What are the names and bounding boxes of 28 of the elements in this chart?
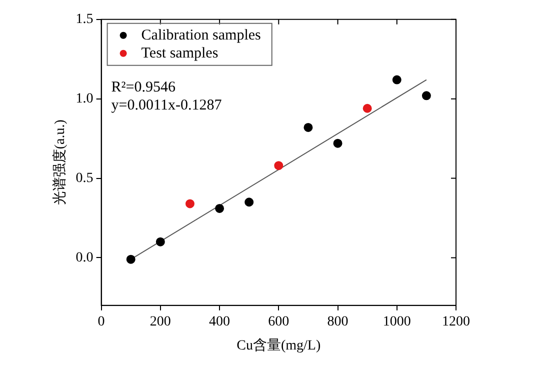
x-tick-label: 200 (150, 314, 171, 330)
annotation: y=0.0011x-0.1287 (111, 97, 222, 114)
y-tick-label: 0.5 (76, 170, 94, 186)
point (215, 204, 224, 213)
point (333, 138, 342, 148)
annotation: R²=0.9546 (111, 79, 176, 96)
point (126, 254, 136, 264)
point (304, 122, 313, 132)
point (244, 198, 254, 207)
y-axis-title: 光谱强度(a.u.) (52, 119, 68, 206)
x-tick-label: 600 (268, 314, 290, 330)
legend-label: Test samples (141, 45, 218, 62)
point (392, 75, 402, 84)
x-tick-label: 800 (327, 314, 348, 330)
y-tick-label: 1.5 (76, 12, 94, 28)
point (185, 199, 194, 208)
x-tick-label: 0 (98, 314, 105, 330)
y-tick-label: 0.0 (76, 250, 94, 266)
y-tick-label: 1.0 (76, 92, 94, 107)
point (422, 91, 431, 100)
legend-label: Calibration samples (141, 27, 262, 44)
point (156, 237, 165, 246)
x-tick-label: 400 (209, 314, 230, 330)
x-tick-label: 1200 (442, 314, 470, 330)
point (274, 161, 284, 170)
point (362, 104, 372, 113)
x-axis-title: Cu含量(mg/L) (236, 337, 321, 354)
x-tick-label: 1000 (382, 314, 411, 330)
